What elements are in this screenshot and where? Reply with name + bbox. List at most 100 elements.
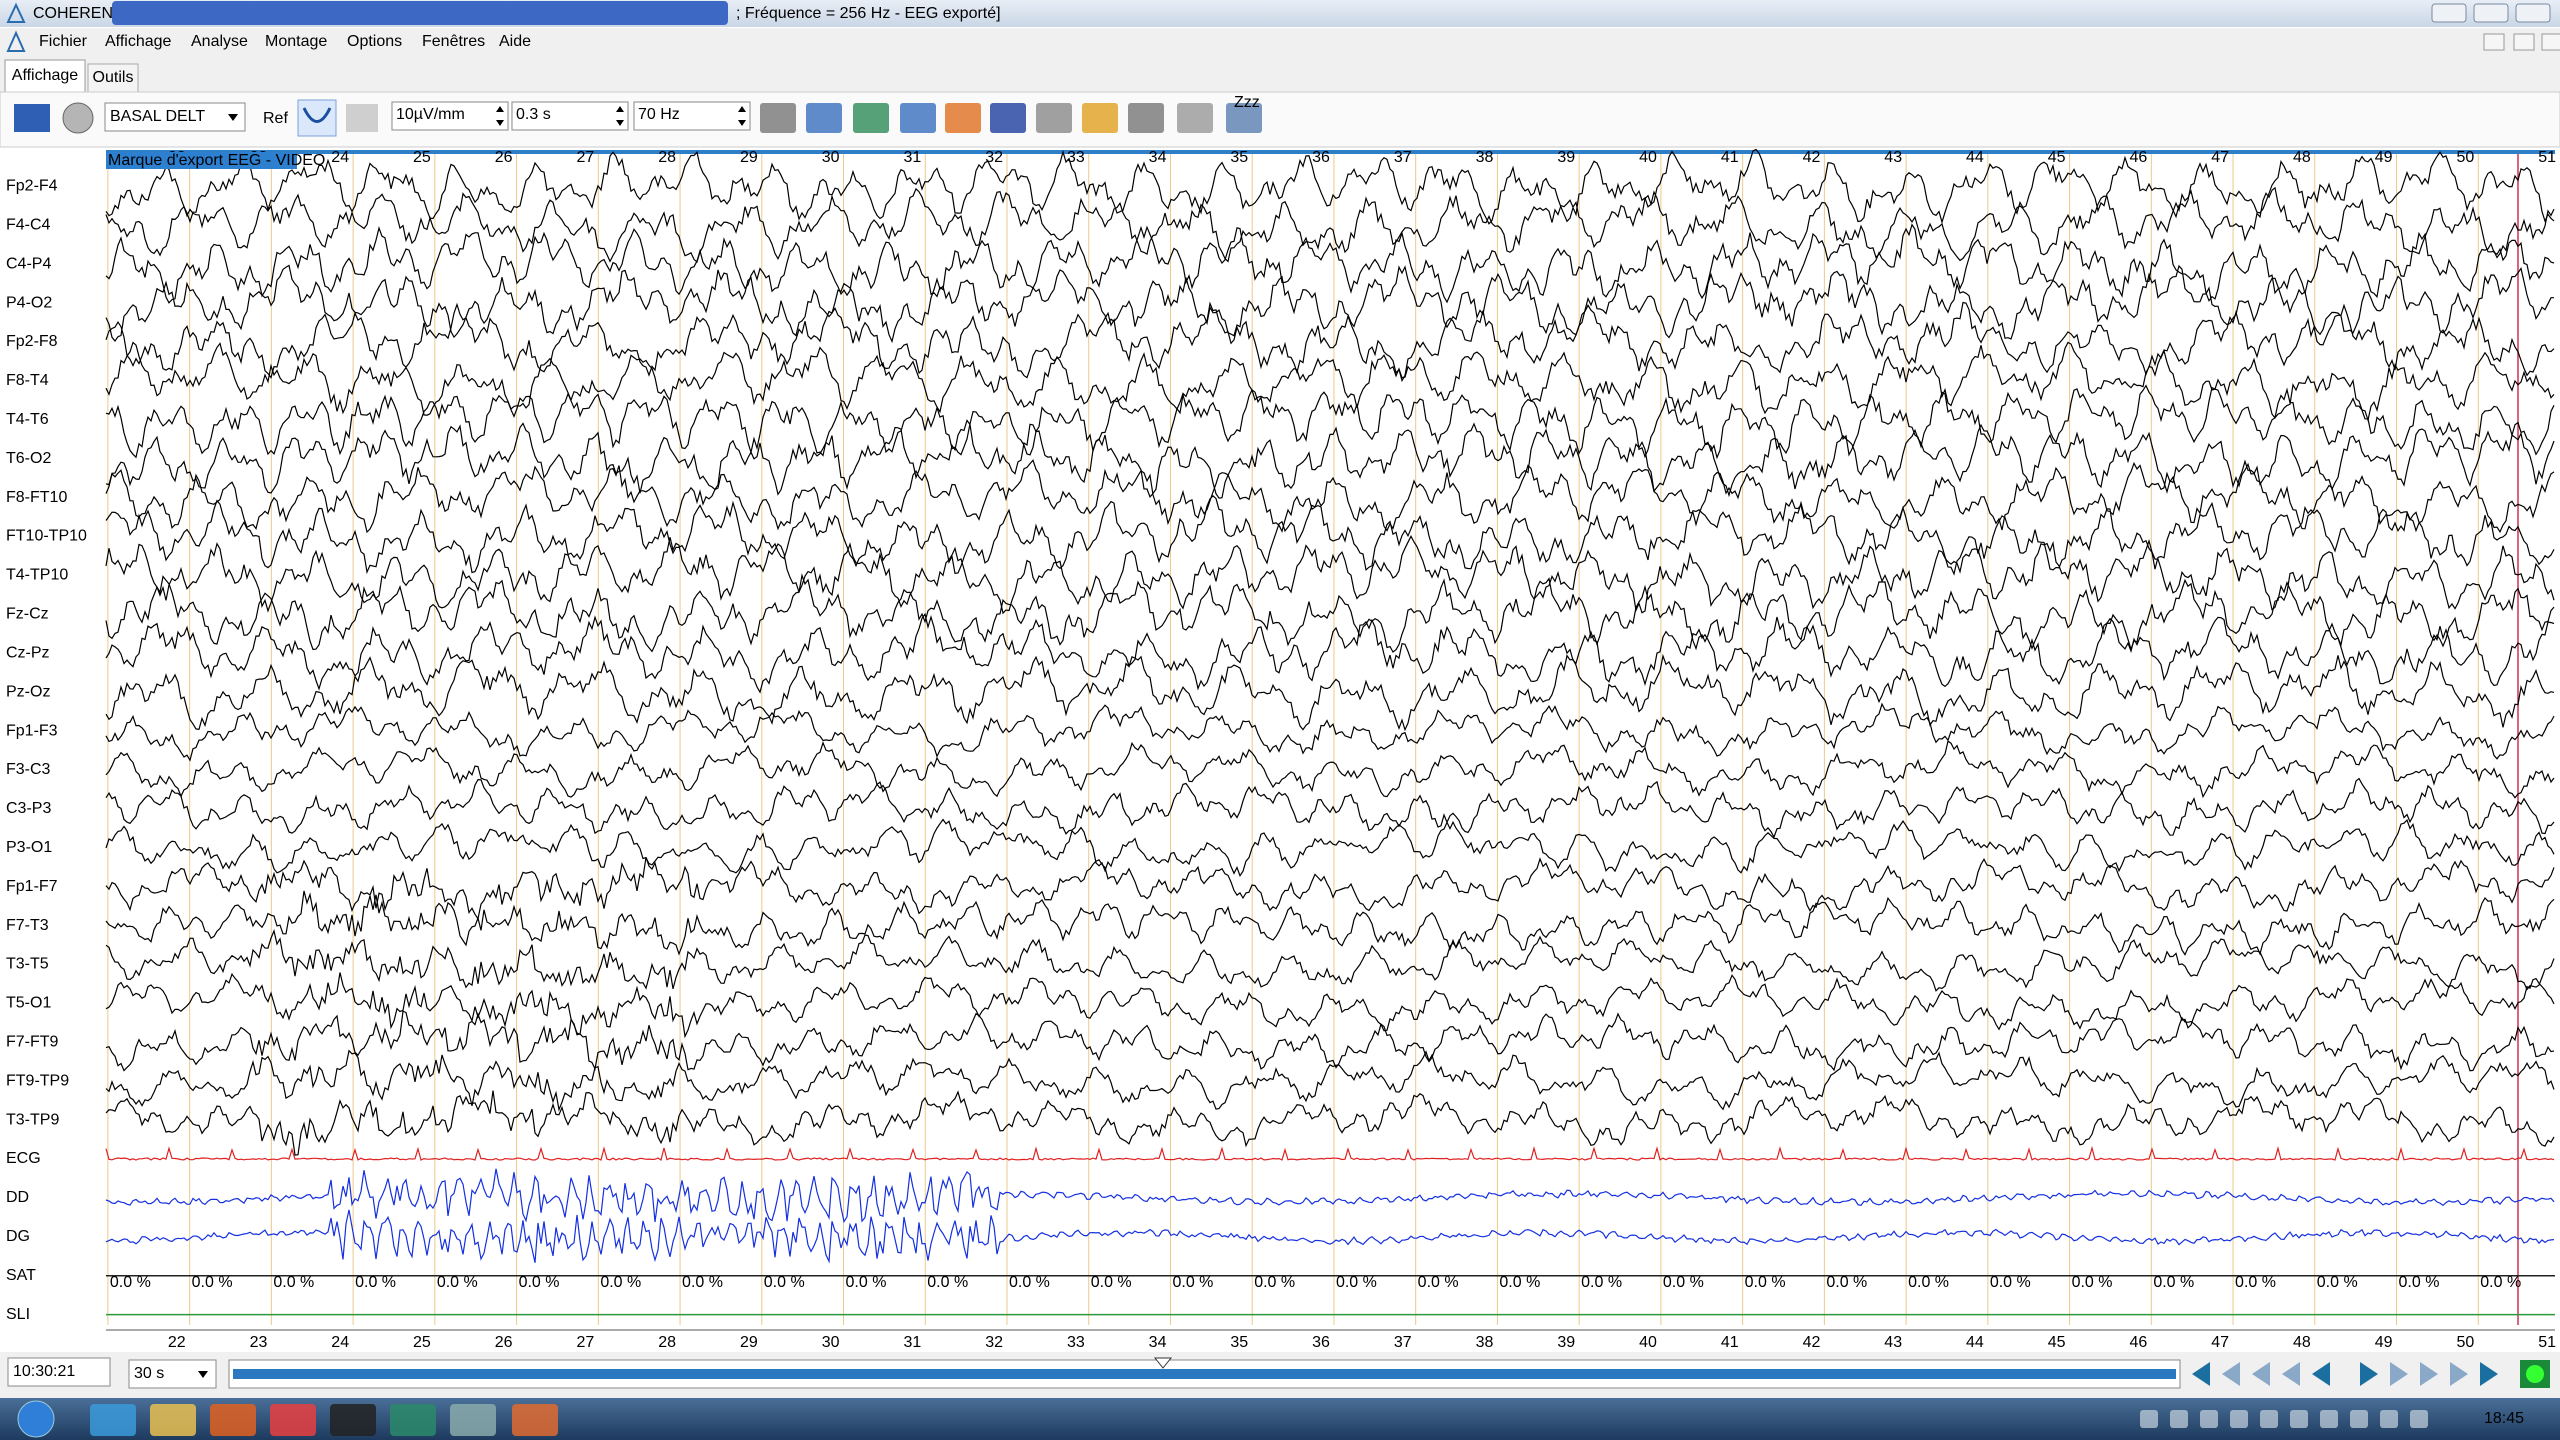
channel-label: F3-C3 [6,761,51,778]
menu-item[interactable]: Fenêtres [422,33,485,50]
channel-label: F7-T3 [6,917,49,934]
scroll-fill [233,1369,2176,1379]
tray-icon[interactable] [2260,1410,2278,1428]
marker-label: Marque d'export EEG - VIDEO [108,152,325,169]
minimize-button[interactable] [2432,4,2466,22]
sat-value-label: 0.0 % [1172,1274,1213,1291]
bottom-second-label: 48 [2293,1334,2311,1351]
taskbar-app[interactable] [330,1404,376,1436]
bottom-second-label: 34 [1149,1334,1167,1351]
taskbar-app[interactable] [270,1404,316,1436]
tool-icon[interactable] [1082,103,1118,133]
taskbar-app[interactable] [150,1404,196,1436]
top-second-label: 51 [2538,149,2556,166]
menu-item[interactable]: Analyse [191,33,248,50]
tray-icon[interactable] [2200,1410,2218,1428]
bottom-second-label: 26 [495,1334,513,1351]
tray-icon[interactable] [2230,1410,2248,1428]
menu-item[interactable]: Options [347,33,402,50]
taskbar-app[interactable] [390,1404,436,1436]
window-title: ; Fréquence = 256 Hz - EEG exporté] [736,5,1001,22]
tray-icon[interactable] [2410,1410,2428,1428]
tray-icon[interactable] [2320,1410,2338,1428]
sat-value-label: 0.0 % [764,1274,805,1291]
bottom-second-label: 39 [1557,1334,1575,1351]
menu-item[interactable]: Affichage [105,33,172,50]
tray-icon[interactable] [2140,1410,2158,1428]
bottom-second-label: 51 [2538,1334,2556,1351]
channel-label: Fp2-F8 [6,333,58,350]
top-second-label: 35 [1230,149,1248,166]
tool-montage-icon[interactable] [14,104,50,132]
channel-label: ECG [6,1150,41,1167]
top-second-label: 29 [740,149,758,166]
tray-icon[interactable] [2290,1410,2308,1428]
sat-value-label: 0.0 % [1254,1274,1295,1291]
bottom-second-label: 32 [985,1334,1003,1351]
taskbar-clock: 18:45 [2484,1410,2524,1427]
top-second-label: 39 [1557,149,1575,166]
tray-icon[interactable] [2170,1410,2188,1428]
tool-icon[interactable] [1036,103,1072,133]
sat-value-label: 0.0 % [682,1274,723,1291]
tab-label: Outils [93,69,134,86]
menu-item[interactable]: Montage [265,33,327,50]
restore-button[interactable] [2474,4,2508,22]
tool-icon[interactable] [853,103,889,133]
mdi-button[interactable] [2542,34,2560,50]
channel-label: P3-O1 [6,839,52,856]
bottom-second-label: 47 [2211,1334,2229,1351]
tray-icon[interactable] [2380,1410,2398,1428]
bottom-second-label: 36 [1312,1334,1330,1351]
bottom-second-label: 49 [2375,1334,2393,1351]
bottom-second-label: 27 [577,1334,595,1351]
channel-label: FT9-TP9 [6,1072,69,1089]
top-second-label: 46 [2130,149,2148,166]
sat-value-label: 0.0 % [519,1274,560,1291]
mdi-button[interactable] [2514,34,2534,50]
tool-electrode-icon[interactable] [346,104,378,132]
top-second-label: 49 [2375,149,2393,166]
bottom-second-label: 45 [2048,1334,2066,1351]
channel-label: F4-C4 [6,216,51,233]
tool-icon[interactable] [945,103,981,133]
channel-label: T3-TP9 [6,1111,59,1128]
taskbar-app[interactable] [210,1404,256,1436]
menu-item[interactable]: Aide [499,33,531,50]
bottom-second-label: 43 [1884,1334,1902,1351]
sat-value-label: 0.0 % [2072,1274,2113,1291]
tool-icon[interactable] [900,103,936,133]
taskbar-app[interactable] [450,1404,496,1436]
bottom-second-label: 24 [331,1334,349,1351]
mdi-button[interactable] [2484,34,2504,50]
tool-icon[interactable] [1128,103,1164,133]
spin-value: 70 Hz [638,106,680,123]
taskbar-app[interactable] [90,1404,136,1436]
filter-button[interactable] [298,100,336,136]
channel-label: Pz-Oz [6,683,50,700]
tool-icon[interactable] [1177,103,1213,133]
tray-icon[interactable] [2350,1410,2368,1428]
tool-globe-icon[interactable] [63,103,93,133]
plot-top-bar [106,150,2555,154]
tool-icon[interactable] [760,103,796,133]
menu-item[interactable]: Fichier [39,33,88,50]
taskbar-app[interactable] [512,1404,558,1436]
sat-value-label: 0.0 % [2317,1274,2358,1291]
channel-label: Fz-Cz [6,606,49,623]
bottom-second-label: 41 [1721,1334,1739,1351]
close-button[interactable] [2516,4,2550,22]
tab-row [0,56,2560,92]
channel-label: SAT [6,1267,36,1284]
top-second-label: 27 [577,149,595,166]
tool-icon[interactable] [990,103,1026,133]
bottom-second-label: 29 [740,1334,758,1351]
top-second-label: 38 [1476,149,1494,166]
start-button[interactable] [18,1401,54,1437]
channel-label: T4-TP10 [6,567,68,584]
sat-value-label: 0.0 % [1990,1274,2031,1291]
top-second-label: 44 [1966,149,1984,166]
tool-icon[interactable] [806,103,842,133]
ref-button[interactable]: Ref [263,110,288,127]
sat-value-label: 0.0 % [355,1274,396,1291]
